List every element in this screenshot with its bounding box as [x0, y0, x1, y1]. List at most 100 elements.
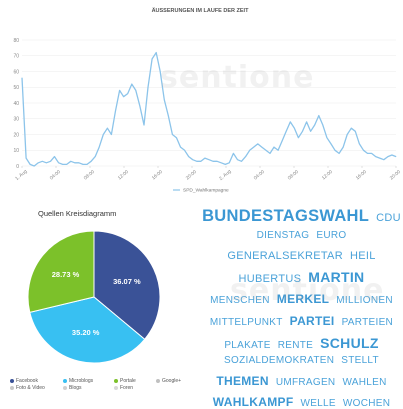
data-point: [188, 156, 190, 157]
legend-label: Google+: [162, 378, 182, 384]
data-point: [257, 143, 259, 145]
legend-item-facebook[interactable]: Facebook: [10, 378, 38, 384]
data-point: [383, 159, 385, 161]
data-point: [233, 153, 234, 154]
data-point: [228, 162, 230, 164]
y-tick-label: 50: [13, 85, 19, 91]
word-cdu[interactable]: CDU: [376, 211, 401, 224]
word-wahlkampf[interactable]: WAHLKAMPF: [212, 394, 294, 409]
word-cloud-row: PLAKATE RENTE SCHULZ: [200, 336, 403, 351]
word-wochen[interactable]: WOCHEN: [342, 397, 391, 409]
data-point: [212, 160, 214, 162]
word-wahlen[interactable]: WAHLEN: [342, 377, 387, 389]
data-point: [111, 134, 112, 135]
data-point: [66, 164, 68, 165]
word-schulz[interactable]: SCHULZ: [320, 334, 379, 351]
data-point: [387, 156, 389, 157]
data-point: [78, 162, 80, 164]
legend-item-microblogs[interactable]: Microblogs: [63, 378, 93, 384]
data-point: [318, 115, 320, 116]
word-umfragen[interactable]: UMFRAGEN: [275, 377, 336, 389]
data-point: [359, 143, 360, 145]
data-point: [326, 137, 328, 139]
word-parteien[interactable]: PARTEIEN: [341, 316, 394, 328]
x-tick-label: 2. Aug: [218, 168, 233, 182]
data-point: [298, 137, 299, 139]
data-point: [273, 146, 275, 148]
word-martin[interactable]: MARTIN: [308, 268, 365, 285]
data-point: [25, 157, 27, 159]
data-point: [147, 86, 149, 88]
data-point: [123, 96, 124, 98]
word-euro[interactable]: EURO: [316, 230, 347, 242]
data-point: [306, 121, 307, 123]
x-tick-label: 16:00: [355, 169, 368, 182]
legend-item-blogs[interactable]: Blogs: [63, 385, 82, 391]
data-point: [253, 146, 255, 148]
word-plakate[interactable]: PLAKATE: [224, 339, 271, 351]
data-point: [167, 115, 169, 116]
word-bundestagswahl[interactable]: BUNDESTAGSWAHL: [202, 206, 370, 225]
data-point: [289, 121, 291, 123]
data-point: [350, 127, 352, 129]
data-point: [220, 162, 222, 164]
y-tick-label: 20: [13, 132, 19, 138]
word-cloud-row: SOZIALDEMOKRATEN STELLT: [200, 356, 403, 366]
y-tick-label: 0: [16, 164, 19, 170]
data-point: [82, 164, 84, 165]
data-point: [70, 160, 72, 162]
data-point: [102, 134, 104, 135]
legend-item-foto-video[interactable]: Foto & Video: [10, 385, 45, 391]
pie-slice-microblogs[interactable]: [29, 296, 146, 364]
data-point: [115, 110, 116, 112]
data-point: [281, 140, 283, 142]
data-point: [143, 124, 145, 126]
data-point: [135, 90, 137, 91]
legend-dot: [114, 386, 118, 390]
data-point: [375, 156, 377, 157]
word-stellt[interactable]: STELLT: [341, 355, 379, 367]
data-point: [322, 124, 324, 126]
data-point: [367, 153, 368, 154]
word-rente[interactable]: RENTE: [277, 339, 314, 351]
data-point: [58, 162, 59, 164]
data-point: [94, 156, 96, 157]
word-generalsekretar[interactable]: GENERALSEKRETAR: [227, 249, 343, 262]
word-menschen[interactable]: MENSCHEN: [210, 295, 270, 307]
word-dienstag[interactable]: DIENSTAG: [256, 230, 310, 242]
data-point: [208, 159, 210, 161]
data-point: [155, 52, 157, 53]
word-sozialdemokraten[interactable]: SOZIALDEMOKRATEN: [224, 355, 335, 367]
word-cloud-row: MENSCHEN MERKEL MILLIONEN: [200, 293, 403, 306]
data-point: [395, 156, 397, 157]
data-point: [176, 137, 177, 139]
legend-label[interactable]: SPD_Wahlkampagne: [183, 188, 229, 194]
data-point: [196, 160, 198, 162]
word-hubertus[interactable]: HUBERTUS: [238, 272, 302, 285]
data-point: [29, 164, 31, 165]
data-point: [200, 160, 202, 162]
line-chart-title: ÄUSSERUNGEN IM LAUFE DER ZEIT: [152, 7, 250, 14]
word-merkel[interactable]: MERKEL: [276, 292, 330, 307]
legend-item-portale[interactable]: Portale: [114, 378, 136, 384]
legend-label: Foren: [120, 385, 134, 391]
word-welle[interactable]: WELLE: [300, 397, 336, 409]
data-point: [261, 146, 263, 148]
word-cloud-row: HUBERTUS MARTIN: [200, 270, 403, 285]
legend-item-google-[interactable]: Google+: [156, 378, 181, 384]
legend-item-foren[interactable]: Foren: [114, 385, 133, 391]
pie-slice-facebook[interactable]: [93, 230, 161, 340]
pie-slice-portale[interactable]: [27, 230, 95, 313]
word-themen[interactable]: THEMEN: [216, 374, 269, 389]
data-point: [86, 164, 88, 165]
data-point: [216, 160, 218, 162]
pie-chart: 36.07 % 35.20 % 28.73 %: [27, 230, 161, 364]
word-millionen[interactable]: MILLIONEN: [336, 295, 393, 307]
data-point: [338, 153, 340, 154]
word-mittelpunkt[interactable]: MITTELPUNKT: [209, 316, 283, 328]
data-point: [391, 154, 393, 156]
word-partei[interactable]: PARTEI: [289, 313, 335, 328]
x-tick-label: 04:00: [49, 169, 62, 182]
data-point: [285, 130, 287, 132]
word-heil[interactable]: HEIL: [349, 249, 376, 262]
